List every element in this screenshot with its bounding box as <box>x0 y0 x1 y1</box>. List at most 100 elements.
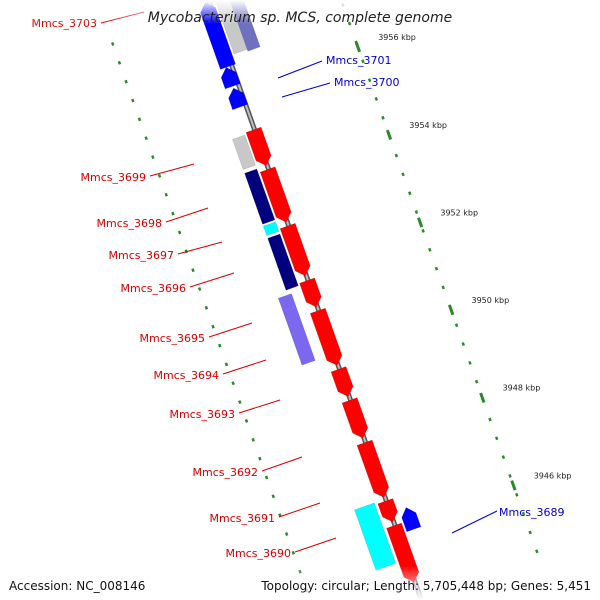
kbp-label: 3950 kbp <box>471 296 509 305</box>
scale-dot <box>291 550 296 555</box>
scale-dot <box>528 530 532 535</box>
scale-dot <box>488 417 492 422</box>
scale-dot <box>401 172 405 177</box>
cyan-gene-block <box>262 221 280 236</box>
scale-dot <box>231 381 235 386</box>
scale-dot <box>218 343 222 348</box>
gene-label: Mmcs_3692 <box>193 466 258 479</box>
genome-summary-text: Topology: circular; Length: 5,705,448 bp… <box>261 579 591 593</box>
gene-label: Mmcs_3689 <box>499 506 564 519</box>
scale-dot <box>157 173 162 178</box>
kbp-tick <box>479 392 486 403</box>
scale-dot <box>421 229 425 233</box>
map-title: Mycobacterium sp. MCS, complete genome <box>148 10 453 26</box>
scale-dot <box>238 400 242 405</box>
reverse-gene-arrow <box>228 87 249 111</box>
forward-gene-arrow <box>299 277 322 308</box>
scale-dot <box>131 98 135 103</box>
scale-dot <box>381 115 385 120</box>
scale-dot <box>468 360 472 365</box>
gene-callout-line <box>294 537 337 553</box>
scale-dot <box>521 511 526 516</box>
gene-callout-line <box>277 60 323 79</box>
gene-label: Mmcs_3691 <box>210 512 275 525</box>
scale-dot <box>284 532 289 536</box>
scale-dot <box>374 97 379 101</box>
scale-dot <box>197 287 202 291</box>
gene-label: Mmcs_3696 <box>121 282 186 295</box>
dark-gene-block <box>267 233 299 291</box>
scale-dot <box>164 192 168 197</box>
gene-label: Mmcs_3690 <box>226 547 291 560</box>
scale-dot <box>508 474 512 478</box>
forward-gene-arrow <box>377 498 398 523</box>
gene-callout-line <box>451 510 498 534</box>
scale-dot <box>414 210 419 215</box>
dark-gene-block <box>244 168 276 225</box>
gene-callout-line <box>149 163 195 177</box>
scale-dot <box>251 437 255 442</box>
scale-dot <box>441 285 445 290</box>
bottom-fade <box>0 566 600 600</box>
scale-dot <box>367 78 372 83</box>
gene-callout-line <box>177 241 223 255</box>
scale-dot <box>177 230 182 235</box>
gene-callout-line <box>165 207 209 223</box>
scale-dot <box>535 549 539 554</box>
forward-gene-arrow <box>245 126 272 166</box>
scale-dot <box>501 455 506 460</box>
scale-dot <box>515 492 519 497</box>
purple-gene-block <box>277 293 316 366</box>
kbp-tick <box>448 304 455 316</box>
scale-dot <box>124 79 128 84</box>
scale-dot <box>494 436 499 441</box>
gene-label: Mmcs_3695 <box>140 332 205 345</box>
forward-gene-arrow <box>341 397 369 439</box>
scale-dot <box>144 136 148 141</box>
kbp-label: 3954 kbp <box>409 121 447 130</box>
reverse-gene-arrow <box>220 66 241 90</box>
kbp-tick <box>354 41 362 53</box>
kbp-label: 3956 kbp <box>378 33 416 42</box>
cyan-gene-block <box>354 502 397 571</box>
scale-dot <box>408 191 412 196</box>
gene-callout-line <box>189 272 235 288</box>
kbp-tick <box>510 480 517 491</box>
gene-callout-line <box>208 322 253 338</box>
scale-dot <box>434 266 439 271</box>
scale-dot <box>117 60 122 65</box>
scale-dot <box>264 475 269 480</box>
gene-label: Mmcs_3701 <box>326 54 391 67</box>
gene-callout-line <box>222 359 267 375</box>
gene-callout-line <box>278 502 321 518</box>
gene-callout-line <box>261 456 303 472</box>
forward-gene-arrow <box>330 366 354 397</box>
kbp-label: 3952 kbp <box>440 208 478 217</box>
kbp-tick <box>385 129 393 141</box>
gene-callout-line <box>238 399 281 414</box>
scale-dot <box>191 268 195 273</box>
scale-dot <box>111 42 115 46</box>
gray-gene-block <box>232 134 256 170</box>
gene-callout-line <box>281 82 331 98</box>
top-fade <box>0 0 600 24</box>
scale-dot <box>258 456 262 461</box>
forward-gene-arrow <box>279 222 311 277</box>
gene-label: Mmcs_3694 <box>154 369 219 382</box>
scale-dot <box>428 247 432 252</box>
scale-dot <box>171 211 175 216</box>
scale-dot <box>474 379 479 384</box>
scale-dot <box>224 362 229 367</box>
kbp-label: 3948 kbp <box>503 384 541 393</box>
scale-dot <box>461 342 465 346</box>
kbp-label: 3946 kbp <box>534 471 572 480</box>
scale-dot <box>394 153 399 158</box>
reverse-gene-arrow <box>401 507 422 533</box>
gene-label: Mmcs_3698 <box>97 217 162 230</box>
forward-gene-arrow <box>259 166 292 223</box>
scale-dot <box>204 305 209 310</box>
accession-text: Accession: NC_008146 <box>9 579 146 593</box>
forward-gene-arrow <box>309 307 343 366</box>
